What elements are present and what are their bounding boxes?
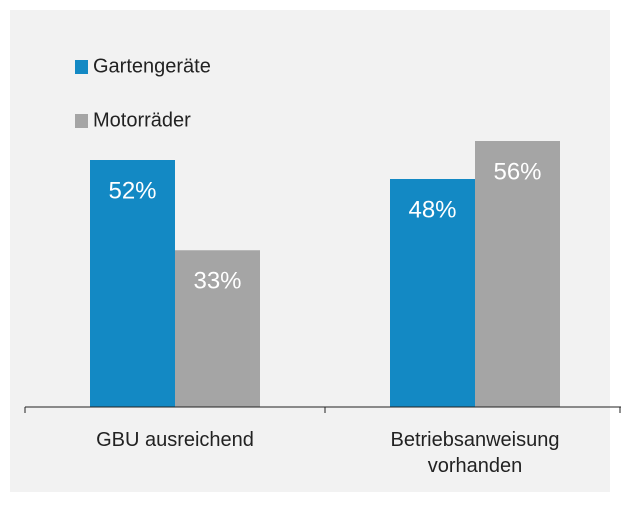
x-tick-label: GBU ausreichend <box>96 429 254 451</box>
value-label: 33% <box>193 268 241 295</box>
value-label: 52% <box>108 177 156 204</box>
legend-label: Motorräder <box>93 109 191 131</box>
legend-swatch <box>75 114 88 128</box>
bar <box>175 250 260 407</box>
legend-label: Gartengeräte <box>93 55 211 77</box>
value-label: 48% <box>408 196 456 223</box>
bar <box>90 160 175 407</box>
legend-swatch <box>75 60 88 74</box>
bar <box>390 179 475 407</box>
bar <box>475 141 560 407</box>
x-tick-label: Betriebsanweisung vorhanden <box>390 429 560 477</box>
value-label: 56% <box>493 158 541 185</box>
